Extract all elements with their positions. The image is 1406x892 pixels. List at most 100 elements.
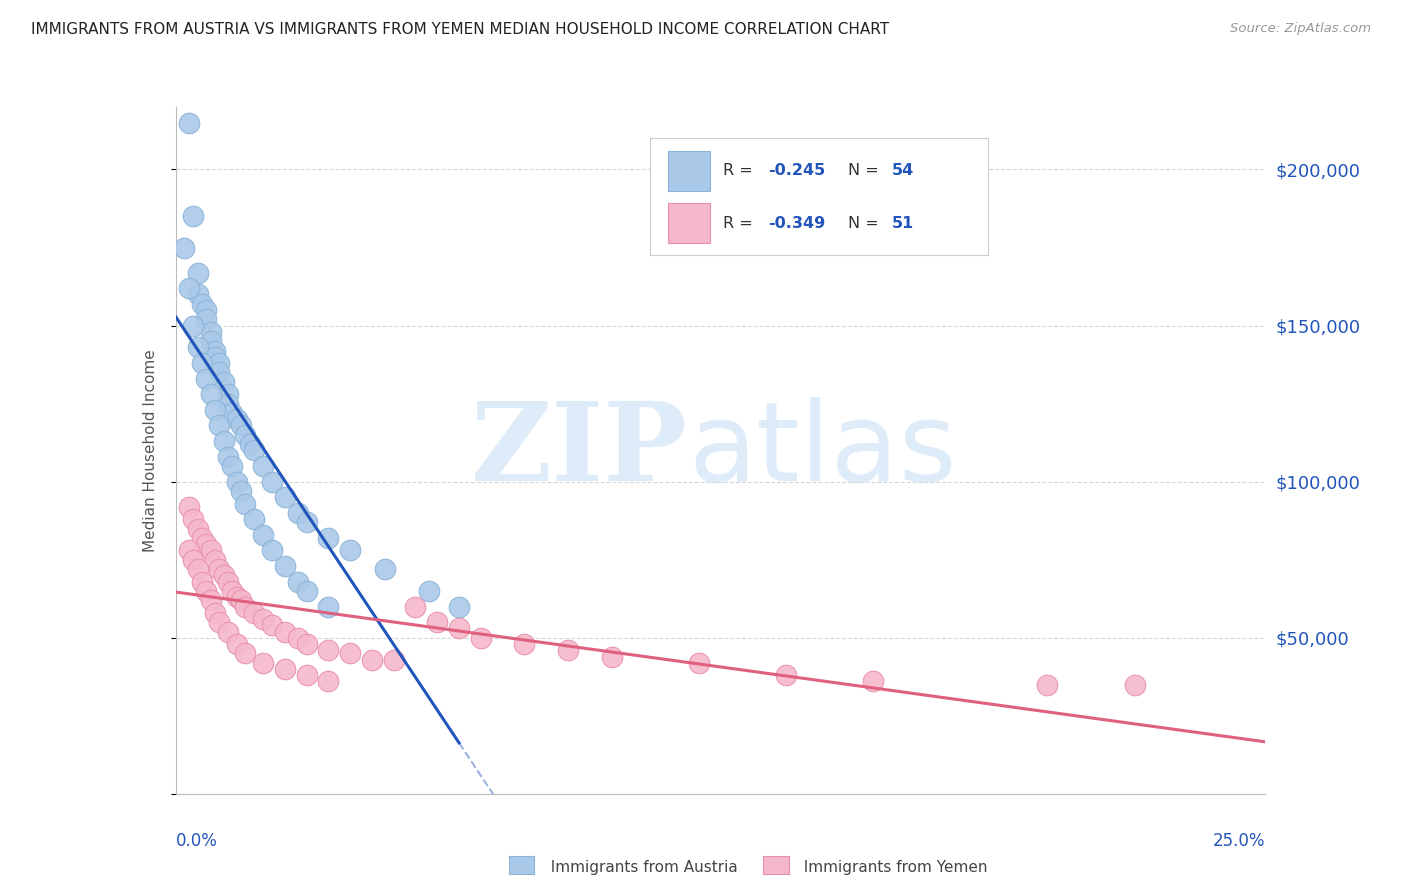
Point [274, 490, 297, 504]
Point [252, 656, 274, 670]
Point [191, 531, 214, 545]
Point [186, 287, 209, 301]
Point [204, 403, 226, 417]
Point [243, 512, 266, 526]
Point [339, 543, 361, 558]
Text: 54: 54 [891, 163, 914, 178]
Point [221, 583, 243, 598]
Point [339, 646, 361, 660]
Point [231, 418, 253, 433]
Point [513, 637, 536, 651]
Text: 25.0%: 25.0% [1213, 831, 1265, 850]
Point [295, 515, 318, 529]
Point [260, 543, 283, 558]
Point [231, 483, 253, 498]
Text: 0.0%: 0.0% [176, 831, 218, 850]
Point [208, 615, 231, 630]
Point [318, 531, 340, 545]
Point [208, 356, 231, 370]
Point [217, 450, 239, 464]
Point [374, 562, 396, 576]
Point [1036, 678, 1059, 692]
Point [225, 412, 247, 426]
FancyBboxPatch shape [650, 138, 987, 255]
Point [600, 649, 623, 664]
Point [195, 312, 218, 326]
Point [235, 599, 257, 614]
Text: -0.245: -0.245 [769, 163, 825, 178]
Point [186, 340, 209, 354]
Point [360, 653, 382, 667]
Point [252, 527, 274, 541]
Point [200, 325, 222, 339]
Point [195, 371, 218, 385]
Point [217, 396, 239, 410]
Text: ZIP: ZIP [471, 397, 688, 504]
Point [186, 266, 209, 280]
Point [225, 475, 247, 489]
Point [204, 350, 226, 364]
Point [557, 643, 579, 657]
Point [221, 406, 243, 420]
Point [447, 599, 470, 614]
Point [1123, 678, 1146, 692]
Point [177, 543, 200, 558]
Point [260, 618, 283, 632]
Point [195, 583, 218, 598]
Point [235, 646, 257, 660]
Point [418, 583, 440, 598]
Point [181, 318, 204, 333]
Text: 51: 51 [891, 216, 914, 231]
Point [318, 643, 340, 657]
Point [239, 437, 262, 451]
Point [186, 521, 209, 535]
Point [243, 606, 266, 620]
Text: N =: N = [848, 163, 884, 178]
Text: IMMIGRANTS FROM AUSTRIA VS IMMIGRANTS FROM YEMEN MEDIAN HOUSEHOLD INCOME CORRELA: IMMIGRANTS FROM AUSTRIA VS IMMIGRANTS FR… [31, 22, 889, 37]
Text: atlas: atlas [688, 397, 956, 504]
Point [212, 568, 235, 582]
Text: N =: N = [848, 216, 884, 231]
Point [274, 662, 297, 676]
Point [405, 599, 427, 614]
Point [318, 599, 340, 614]
Point [318, 674, 340, 689]
Point [204, 343, 226, 358]
Point [212, 434, 235, 449]
Point [274, 624, 297, 639]
FancyBboxPatch shape [668, 151, 710, 191]
Point [274, 558, 297, 574]
Point [186, 562, 209, 576]
Point [295, 583, 318, 598]
Point [426, 615, 449, 630]
Point [221, 458, 243, 473]
Point [208, 562, 231, 576]
Point [287, 631, 309, 645]
Text: -0.349: -0.349 [769, 216, 825, 231]
Point [217, 387, 239, 401]
Y-axis label: Median Household Income: Median Household Income [142, 349, 157, 552]
Point [195, 303, 218, 318]
Point [181, 209, 204, 223]
Point [181, 512, 204, 526]
Point [204, 606, 226, 620]
Point [260, 475, 283, 489]
Point [295, 668, 318, 682]
Point [208, 366, 231, 380]
Point [173, 240, 195, 255]
Point [191, 356, 214, 370]
Point [243, 443, 266, 458]
FancyBboxPatch shape [668, 203, 710, 243]
Point [287, 506, 309, 520]
Point [200, 387, 222, 401]
Point [208, 418, 231, 433]
Point [470, 631, 492, 645]
Point [191, 296, 214, 311]
Text: Source: ZipAtlas.com: Source: ZipAtlas.com [1230, 22, 1371, 36]
Point [688, 656, 710, 670]
Point [252, 458, 274, 473]
Point [200, 543, 222, 558]
Point [225, 591, 247, 605]
Point [177, 115, 200, 129]
Point [862, 674, 884, 689]
